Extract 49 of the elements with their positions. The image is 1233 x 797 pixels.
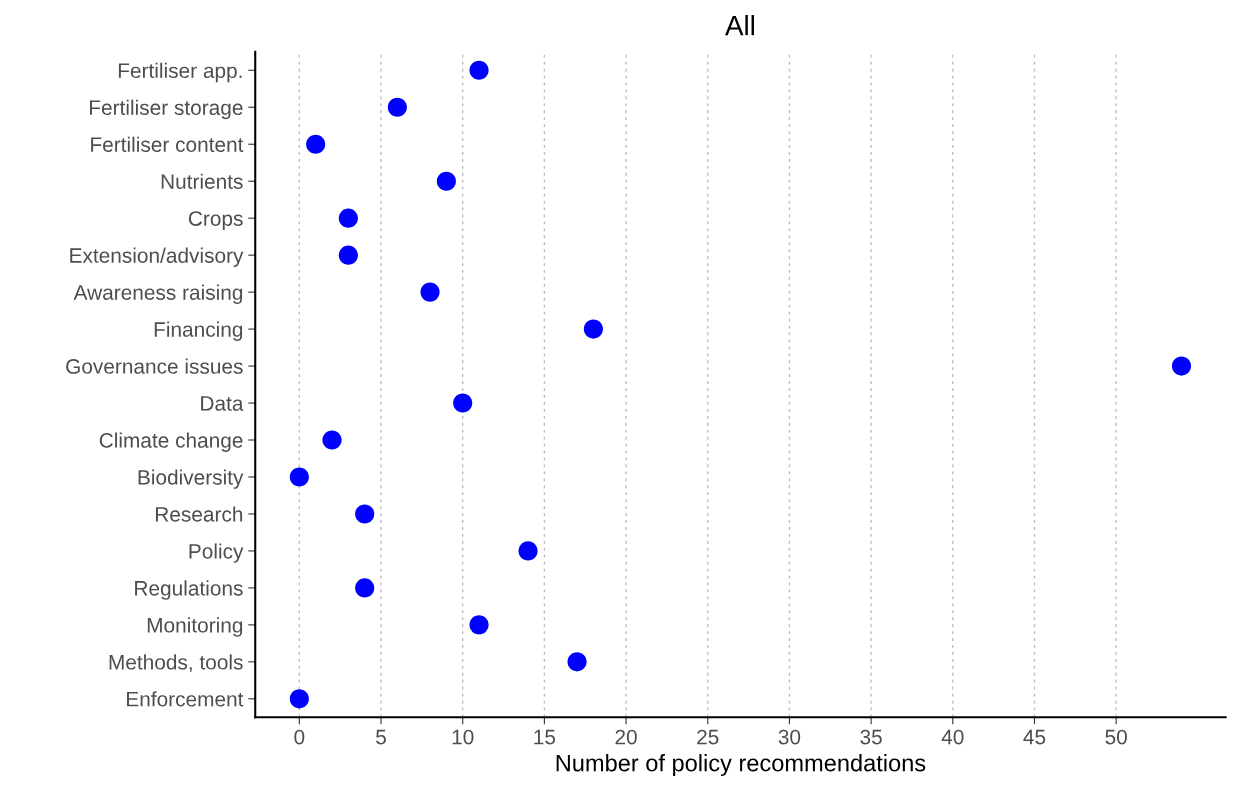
y-tick-label: Fertiliser app. [118,62,242,83]
y-tick-label: Enforcement [127,691,244,707]
chart-title: All [725,15,754,36]
x-tick-label: 30 [778,729,801,745]
y-tick-label: Regulations [135,580,243,600]
y-tick-label: Methods, tools [109,654,243,673]
point [518,541,538,561]
y-tick-label: Financing [154,321,243,341]
point [420,282,440,302]
point [289,689,309,709]
point [567,652,587,672]
x-axis-title: Number of policy recommendations [556,754,926,777]
x-tick-label: 0 [294,729,305,745]
point [583,319,603,339]
point [306,134,326,154]
y-tick-label: Crops [188,211,243,231]
y-tick-label: Data [201,396,244,411]
x-tick-label: 50 [1105,729,1127,745]
point [387,97,407,117]
y-tick-label: Research [155,506,243,522]
y-tick-label: Policy [189,543,244,563]
x-tick-label: 35 [860,729,882,745]
y-tick-label: Fertiliser content [91,136,244,152]
point [1171,356,1192,376]
x-tick-label: 20 [615,729,637,745]
y-tick-label: Climate change [99,432,243,452]
x-tick-label: 10 [452,729,474,745]
point [338,208,358,228]
y-tick-label: Awareness raising [73,284,243,304]
point [469,615,489,635]
point [338,245,358,265]
y-tick-label: Monitoring [147,617,243,637]
point [355,504,375,524]
y-tick-label: Fertiliser storage [90,99,243,120]
point [355,578,375,598]
y-tick-label: Biodiversity [138,469,244,489]
x-tick-label: 25 [697,729,719,745]
point [453,393,473,413]
y-tick-label: Governance issues [66,358,243,374]
y-tick-label: Nutrients [161,173,243,189]
point [436,171,456,191]
y-tick-label: Extension/advisory [70,247,244,268]
x-tick-label: 15 [534,729,556,745]
x-tick-label: 45 [1023,729,1046,745]
point [322,430,342,450]
x-tick-label: 5 [376,729,386,745]
point [289,467,309,487]
point [469,60,489,80]
x-tick-label: 40 [941,729,964,745]
